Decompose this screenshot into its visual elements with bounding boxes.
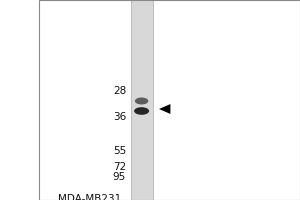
- Text: 72: 72: [113, 162, 126, 172]
- Bar: [130, 0, 153, 200]
- Text: 55: 55: [113, 146, 126, 156]
- Text: 28: 28: [113, 86, 126, 96]
- Polygon shape: [159, 104, 170, 114]
- Ellipse shape: [135, 98, 148, 104]
- Ellipse shape: [134, 107, 149, 115]
- Text: 95: 95: [113, 172, 126, 182]
- Text: 36: 36: [113, 112, 126, 122]
- Text: MDA-MB231: MDA-MB231: [58, 194, 122, 200]
- Bar: [39, 0, 300, 200]
